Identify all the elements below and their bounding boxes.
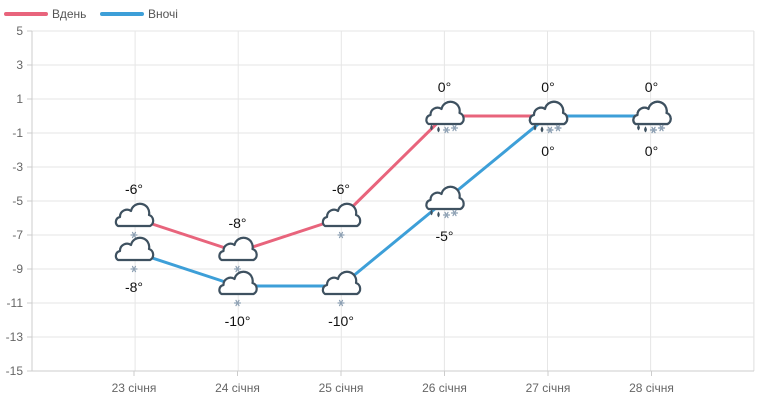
cloud-sleet-icon	[528, 100, 569, 134]
raindrop-mark	[540, 126, 544, 133]
snowflake-mark	[657, 124, 666, 132]
cloud-shape	[321, 202, 362, 228]
temperature-labels: -6° -8° -6° 0° 0° 0° -8° -10° -10° -5° 0° 0°	[125, 79, 658, 329]
temp-label-night: 0°	[541, 143, 554, 159]
legend-label: Вдень	[52, 7, 86, 21]
raindrop-mark	[430, 209, 433, 216]
cloud-sleet-icon	[632, 100, 672, 134]
cloud-sleet-icon	[425, 100, 465, 134]
cloud-shape	[425, 185, 465, 211]
raindrop-mark	[437, 211, 440, 218]
y-tick-label: -3	[12, 160, 23, 174]
temp-label-night: 0°	[645, 143, 658, 159]
raindrop-mark	[637, 124, 640, 131]
cloud-shape	[425, 100, 465, 126]
y-tick-label: 3	[16, 58, 23, 72]
y-axis: 5 3 1 -1 -3 -5 -7 -9 -11 -13 -15	[6, 24, 32, 378]
temp-label-day: 0°	[438, 79, 451, 95]
temp-label-day: 0°	[541, 79, 554, 95]
x-tick-label: 25 січня	[319, 381, 364, 395]
cloud-snow-icon	[114, 236, 155, 273]
x-axis: 23 січня 24 січня 25 січня 26 січня 27 січня…	[112, 371, 674, 395]
y-tick-label: -5	[12, 194, 23, 208]
legend-item-day[interactable]: Вдень	[4, 7, 86, 21]
cloud-snow-icon	[114, 202, 155, 239]
cloud-snow-icon	[321, 270, 362, 307]
snowflake-mark	[130, 265, 138, 273]
y-tick-label: -7	[12, 228, 23, 242]
y-tick-label: 5	[16, 24, 23, 38]
legend: Вдень Вночі	[4, 7, 178, 21]
raindrop-mark	[533, 124, 537, 131]
series-line-day	[132, 114, 653, 254]
snowflake-mark	[337, 231, 345, 239]
x-tick-label: 24 січня	[215, 381, 260, 395]
legend-label: Вночі	[148, 7, 178, 21]
snowflake-mark	[130, 231, 138, 239]
y-tick-label: 1	[16, 92, 23, 106]
cloud-sleet-icon	[425, 185, 465, 219]
snowflake-mark	[554, 124, 562, 132]
temp-label-night: -10°	[328, 313, 354, 329]
cloud-shape	[114, 236, 155, 262]
temp-label-night: -8°	[125, 279, 143, 295]
y-tick-label: -15	[6, 364, 24, 378]
snowflake-mark	[450, 124, 459, 132]
raindrop-mark	[644, 126, 647, 133]
cloud-shape	[528, 100, 569, 126]
x-tick-label: 28 січня	[629, 381, 674, 395]
raindrop-mark	[430, 124, 433, 131]
temp-label-night: -5°	[435, 228, 453, 244]
legend-item-night[interactable]: Вночі	[100, 7, 178, 21]
snowflake-mark	[442, 211, 451, 219]
y-tick-label: -13	[6, 330, 24, 344]
cloud-snow-icon	[218, 236, 258, 273]
snowflake-mark	[450, 209, 459, 217]
y-tick-label: -9	[12, 262, 23, 276]
raindrop-mark	[437, 126, 440, 133]
temp-label-day: 0°	[645, 79, 658, 95]
snowflake-mark	[442, 126, 451, 134]
temp-label-day: -6°	[125, 181, 143, 197]
snowflake-mark	[546, 126, 554, 134]
temp-label-night: -10°	[225, 313, 251, 329]
weather-icons	[114, 100, 672, 307]
cloud-snow-icon	[218, 270, 258, 307]
snowflake-mark	[649, 126, 658, 134]
cloud-shape	[321, 270, 362, 296]
y-tick-label: -11	[7, 296, 24, 310]
x-tick-label: 27 січня	[526, 381, 571, 395]
cloud-snow-icon	[321, 202, 362, 239]
temp-label-day: -8°	[228, 215, 246, 231]
cloud-shape	[632, 100, 672, 126]
cloud-shape	[114, 202, 155, 228]
cloud-shape	[218, 270, 258, 296]
y-tick-label: -1	[12, 126, 23, 140]
x-tick-label: 26 січня	[422, 381, 467, 395]
cloud-shape	[218, 236, 258, 262]
snowflake-mark	[233, 299, 242, 307]
x-tick-label: 23 січня	[112, 381, 157, 395]
snowflake-mark	[233, 265, 242, 273]
snowflake-mark	[337, 299, 345, 307]
temp-label-day: -6°	[332, 181, 350, 197]
